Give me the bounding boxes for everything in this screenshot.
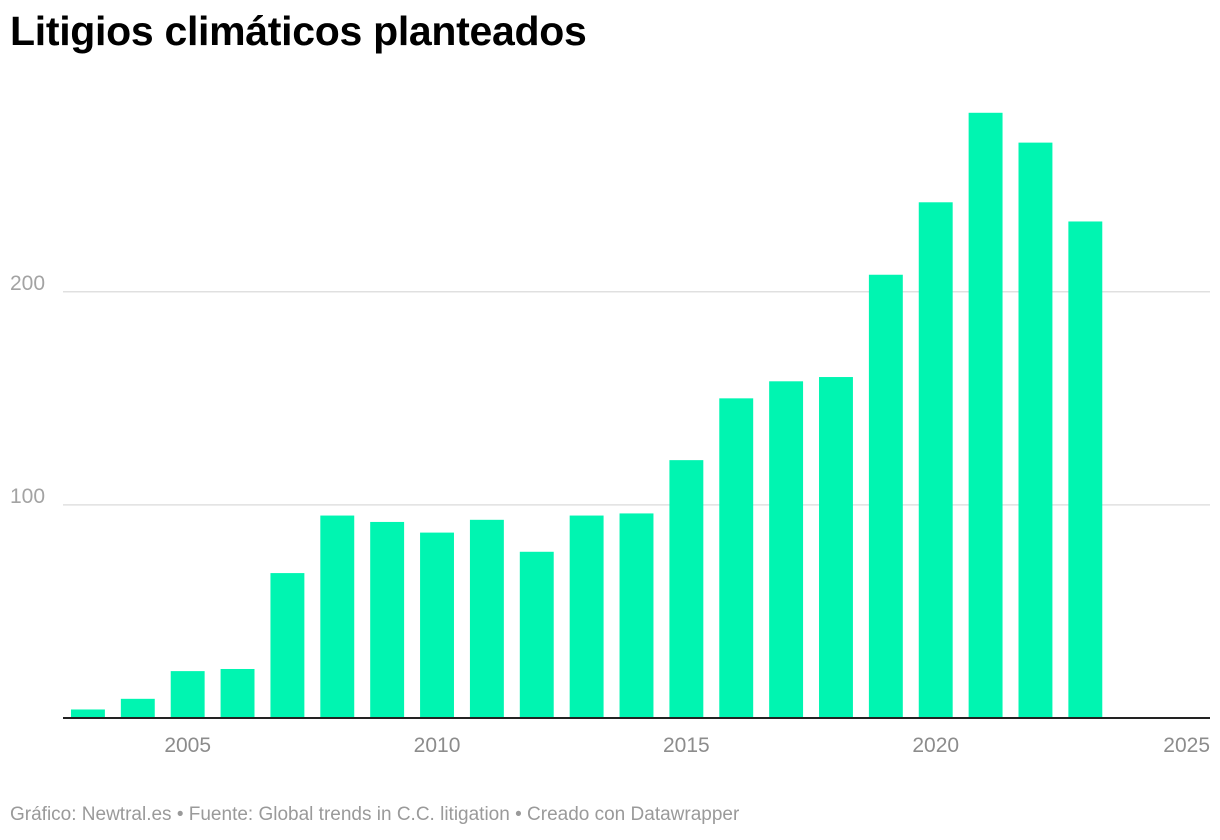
bar-2023 [1068, 221, 1103, 718]
bar-2020 [918, 202, 953, 718]
bar-2009 [370, 521, 405, 718]
bar-2014 [619, 513, 654, 718]
bar-2011 [469, 519, 504, 718]
bar-2015 [669, 460, 704, 718]
x-tick-label: 2020 [912, 734, 959, 757]
bar-2019 [868, 274, 903, 718]
bar-2010 [420, 532, 454, 718]
x-tick-label: 2005 [164, 734, 211, 757]
x-tick-label: 2010 [414, 734, 461, 757]
y-axis-ticks: 100 200 [10, 272, 45, 508]
bar-2008 [320, 515, 355, 718]
bar-2004 [120, 698, 155, 718]
bar-2003 [70, 709, 105, 718]
x-tick-label: 2015 [663, 734, 710, 757]
bar-2022 [1018, 142, 1053, 718]
bar-2005 [170, 671, 205, 718]
chart-footer: Gráfico: Newtral.es • Fuente: Global tre… [10, 804, 740, 825]
bar-2006 [220, 668, 255, 718]
bar-2017 [769, 381, 804, 718]
x-tick-label: 2025 [1163, 734, 1210, 757]
bar-2021 [968, 112, 1003, 719]
bar-2007 [270, 573, 305, 718]
chart-title: Litigios climáticos planteados [10, 8, 587, 54]
x-axis-ticks: 2005 2010 2015 2020 2025 [164, 734, 1210, 757]
bar-2013 [569, 515, 604, 718]
bar-2016 [719, 398, 754, 718]
y-tick-label: 100 [10, 485, 45, 508]
bars [70, 112, 1103, 719]
bar-2018 [819, 377, 853, 718]
bar-2012 [519, 551, 554, 718]
y-tick-label: 200 [10, 272, 45, 295]
bar-chart: 100 200 2005 2010 2015 2020 2025 [10, 112, 1210, 757]
